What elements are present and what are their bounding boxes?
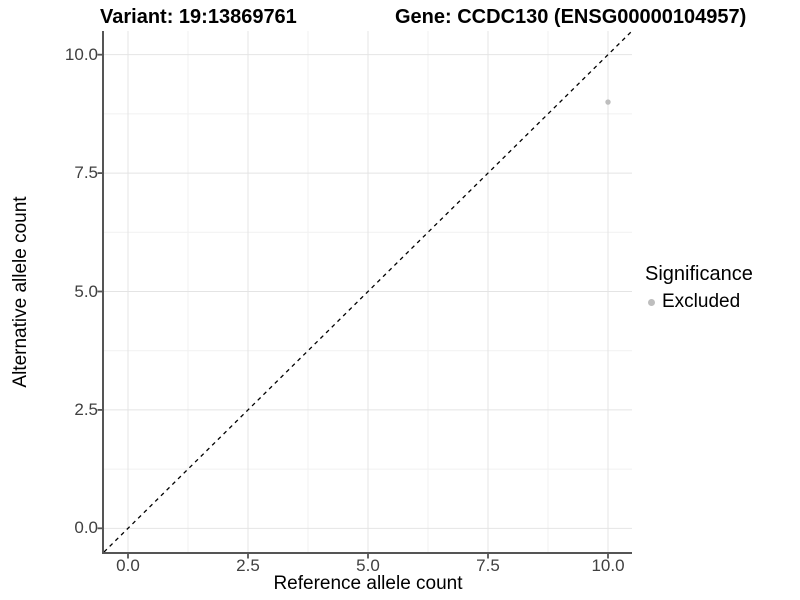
legend-title: Significance xyxy=(645,263,753,285)
x-tick-label: 5.0 xyxy=(356,556,380,575)
gene-title: Gene: CCDC130 (ENSG00000104957) xyxy=(395,6,747,28)
x-tick-label: 2.5 xyxy=(236,556,260,575)
legend-item-label: Excluded xyxy=(662,291,741,312)
variant-title: Variant: 19:13869761 xyxy=(100,6,297,28)
x-tick-label: 7.5 xyxy=(476,556,500,575)
y-tick-label: 5.0 xyxy=(74,281,98,301)
y-tick-label: 0.0 xyxy=(74,518,98,538)
y-axis-title: Alternative allele count xyxy=(10,196,31,388)
data-point xyxy=(605,99,611,105)
y-tick-label: 2.5 xyxy=(74,399,98,419)
x-tick-label: 10.0 xyxy=(591,556,625,575)
y-tick-label: 10.0 xyxy=(64,44,98,64)
excluded-point-icon xyxy=(648,298,655,306)
identity-line xyxy=(103,30,633,553)
x-axis-title: Reference allele count xyxy=(273,573,463,594)
legend-item-excluded: Excluded xyxy=(645,291,753,313)
x-tick-label: 0.0 xyxy=(116,556,140,575)
legend: Significance Excluded xyxy=(645,262,753,313)
y-tick-label: 7.5 xyxy=(74,163,98,183)
